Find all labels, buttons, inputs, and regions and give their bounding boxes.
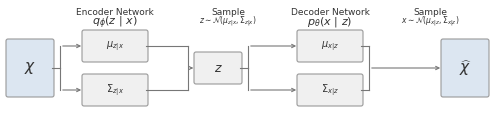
Text: $\chi$: $\chi$ [24,60,36,76]
FancyBboxPatch shape [441,39,489,97]
Text: Encoder Network: Encoder Network [76,8,154,17]
Text: Decoder Network: Decoder Network [290,8,370,17]
FancyBboxPatch shape [82,74,148,106]
Text: $\widehat{\chi}$: $\widehat{\chi}$ [458,58,471,78]
Text: Sample: Sample [211,8,245,17]
Text: $z$: $z$ [214,61,222,75]
FancyBboxPatch shape [6,39,54,97]
Text: $q_\phi(z\ |\ x)$: $q_\phi(z\ |\ x)$ [92,15,138,31]
Text: $p_\theta(x\ |\ z)$: $p_\theta(x\ |\ z)$ [308,15,352,29]
FancyBboxPatch shape [194,52,242,84]
Text: $z \sim \mathcal{N}(\mu_{z|x}, \Sigma_{z|x})$: $z \sim \mathcal{N}(\mu_{z|x}, \Sigma_{z… [199,15,257,29]
Text: Sample: Sample [413,8,447,17]
Text: $\mu_{x|z}$: $\mu_{x|z}$ [321,39,339,53]
Text: $\mu_{z|x}$: $\mu_{z|x}$ [106,39,124,53]
Text: $\Sigma_{x|z}$: $\Sigma_{x|z}$ [321,82,339,98]
FancyBboxPatch shape [82,30,148,62]
FancyBboxPatch shape [297,74,363,106]
Text: $x \sim \mathcal{N}(\mu_{x|z}, \Sigma_{x|z})$: $x \sim \mathcal{N}(\mu_{x|z}, \Sigma_{x… [401,15,459,29]
Text: $\Sigma_{z|x}$: $\Sigma_{z|x}$ [106,82,124,98]
FancyBboxPatch shape [297,30,363,62]
